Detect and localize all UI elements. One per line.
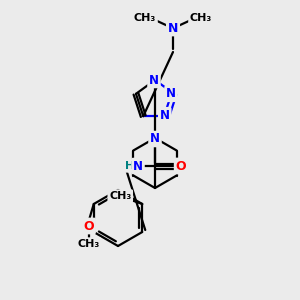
Text: O: O: [83, 220, 94, 232]
Text: N: N: [133, 160, 143, 172]
Text: CH₃: CH₃: [109, 191, 131, 201]
Text: CH₃: CH₃: [134, 13, 156, 23]
Text: H: H: [125, 161, 135, 171]
Text: O: O: [176, 160, 186, 172]
Text: N: N: [166, 87, 176, 100]
Text: N: N: [150, 133, 160, 146]
Text: N: N: [160, 109, 170, 122]
Text: N: N: [168, 22, 178, 34]
Text: CH₃: CH₃: [190, 13, 212, 23]
Text: CH₃: CH₃: [78, 239, 100, 249]
Text: N: N: [149, 74, 159, 86]
